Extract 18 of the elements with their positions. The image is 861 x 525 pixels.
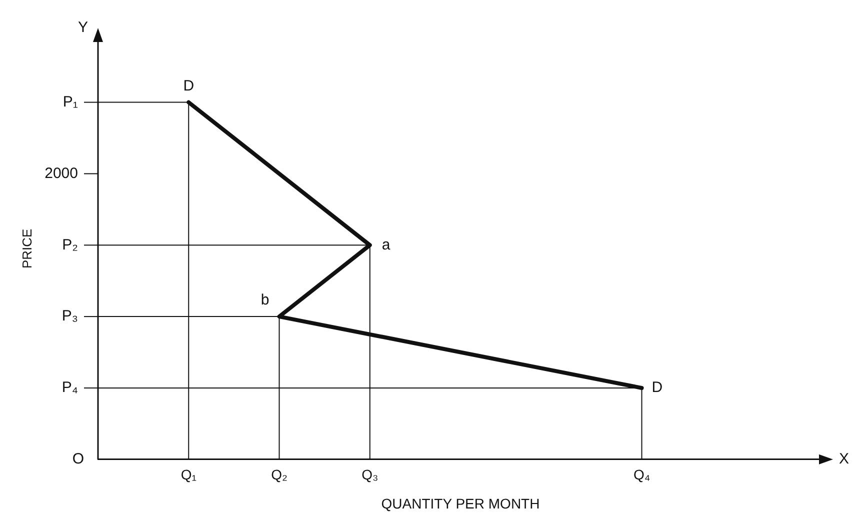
text: X	[839, 450, 850, 468]
x-tick-label: Q₂	[271, 466, 288, 483]
x-tick-label: Q₄	[633, 466, 650, 483]
x-tick-label: Q₃	[362, 466, 378, 483]
annotation: D	[183, 77, 194, 94]
annotation: D	[652, 379, 663, 396]
x-axis-title: QUANTITY PER MONTH	[381, 495, 540, 512]
text: 2000	[44, 164, 78, 182]
annotation: b	[260, 292, 270, 309]
text: P₄	[62, 379, 78, 396]
text: Y	[78, 19, 88, 36]
annotation: a	[382, 236, 391, 254]
text: P₁	[62, 93, 78, 110]
text: P₃	[62, 308, 78, 325]
text: O	[72, 450, 84, 468]
x-tick-label: Q₁	[180, 466, 197, 483]
text: P₂	[62, 236, 78, 254]
y-axis-title: PRICE	[20, 228, 35, 269]
